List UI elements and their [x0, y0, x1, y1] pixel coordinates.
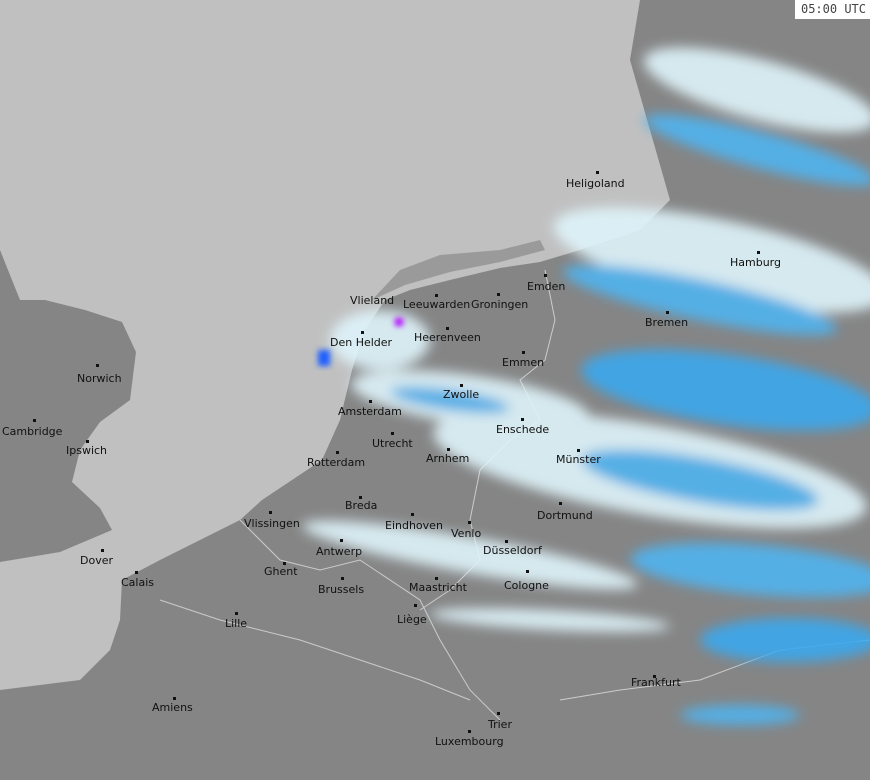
city-label-bremen: Bremen [645, 316, 689, 329]
city-dot-enschede [521, 418, 524, 421]
city-dot-eindhoven [411, 513, 414, 516]
city-dot-rotterdam [336, 451, 339, 454]
city-dot-venlo [468, 521, 471, 524]
precipitation [302, 47, 870, 725]
city-dot-ipswich [86, 440, 89, 443]
city-label-rotterdam: Rotterdam [307, 456, 366, 469]
city-dot-liege [414, 604, 417, 607]
city-label-luxembourg: Luxembourg [435, 735, 504, 748]
city-dot-breda [359, 496, 362, 499]
city-dot-frankfurt [653, 675, 656, 678]
city-label-emden: Emden [527, 280, 566, 293]
city-label-lille: Lille [225, 617, 248, 630]
city-dot-brussels [341, 577, 344, 580]
city-dot-lille [235, 612, 238, 615]
city-dot-hamburg [757, 251, 760, 254]
city-label-amiens: Amiens [152, 701, 193, 714]
city-label-heligoland: Heligoland [566, 177, 625, 190]
city-label-dusseldorf: Düsseldorf [483, 544, 542, 557]
city-label-venlo: Venlo [451, 527, 482, 540]
city-dot-bremen [666, 311, 669, 314]
city-label-groningen: Groningen [471, 298, 529, 311]
city-dot-emden [544, 274, 547, 277]
city-label-ipswich: Ipswich [66, 444, 108, 457]
city-label-brussels: Brussels [318, 583, 365, 596]
city-dot-heligoland [596, 171, 599, 174]
city-label-norwich: Norwich [77, 372, 122, 385]
city-label-dortmund: Dortmund [537, 509, 593, 522]
city-dot-munster [577, 449, 580, 452]
city-label-eindhoven: Eindhoven [385, 519, 443, 532]
city-label-trier: Trier [488, 718, 512, 731]
timestamp: 05:00 UTC [794, 0, 870, 19]
city-dot-denhelder [361, 331, 364, 334]
city-label-antwerp: Antwerp [316, 545, 363, 558]
city-dot-groningen [497, 293, 500, 296]
city-label-maastricht: Maastricht [409, 581, 467, 594]
city-dot-leeuwarden [435, 294, 438, 297]
city-label-ghent: Ghent [264, 565, 298, 578]
city-dot-utrecht [391, 432, 394, 435]
city-label-liege: Liège [397, 613, 427, 626]
frisian-islands [372, 240, 545, 300]
city-label-emmen: Emmen [502, 356, 545, 369]
city-dot-luxembourg [468, 730, 471, 733]
city-label-vlieland: Vlieland [350, 294, 395, 307]
city-dot-vlissingen [269, 511, 272, 514]
city-dot-amsterdam [369, 400, 372, 403]
city-label-calais: Calais [121, 576, 155, 589]
city-dot-calais [135, 571, 138, 574]
city-label-breda: Breda [345, 499, 378, 512]
city-dot-dusseldorf [505, 540, 508, 543]
city-dot-trier [497, 712, 500, 715]
city-dot-ghent [283, 562, 286, 565]
england-land [0, 250, 136, 562]
city-label-cambridge: Cambridge [2, 425, 63, 438]
city-label-enschede: Enschede [496, 423, 550, 436]
city-label-utrecht: Utrecht [372, 437, 413, 450]
city-dot-antwerp [340, 539, 343, 542]
city-dot-dortmund [559, 502, 562, 505]
city-dot-maastricht [435, 577, 438, 580]
city-dot-emmen [522, 351, 525, 354]
city-label-hamburg: Hamburg [730, 256, 781, 269]
city-label-leeuwarden: Leeuwarden [403, 298, 471, 311]
city-label-arnhem: Arnhem [426, 452, 470, 465]
city-label-amsterdam: Amsterdam [338, 405, 402, 418]
city-label-frankfurt: Frankfurt [631, 676, 681, 689]
city-dot-heerenveen [446, 327, 449, 330]
city-dot-cologne [526, 570, 529, 573]
city-dot-arnhem [447, 448, 450, 451]
city-dot-zwolle [460, 384, 463, 387]
city-label-zwolle: Zwolle [443, 388, 480, 401]
city-label-heerenveen: Heerenveen [414, 331, 481, 344]
city-label-denhelder: Den Helder [330, 336, 393, 349]
city-dot-dover [101, 549, 104, 552]
city-dot-cambridge [33, 419, 36, 422]
city-label-munster: Münster [556, 453, 601, 466]
city-dot-amiens [173, 697, 176, 700]
city-label-cologne: Cologne [504, 579, 549, 592]
city-label-dover: Dover [80, 554, 113, 567]
city-dot-norwich [96, 364, 99, 367]
city-label-vlissingen: Vlissingen [244, 517, 300, 530]
